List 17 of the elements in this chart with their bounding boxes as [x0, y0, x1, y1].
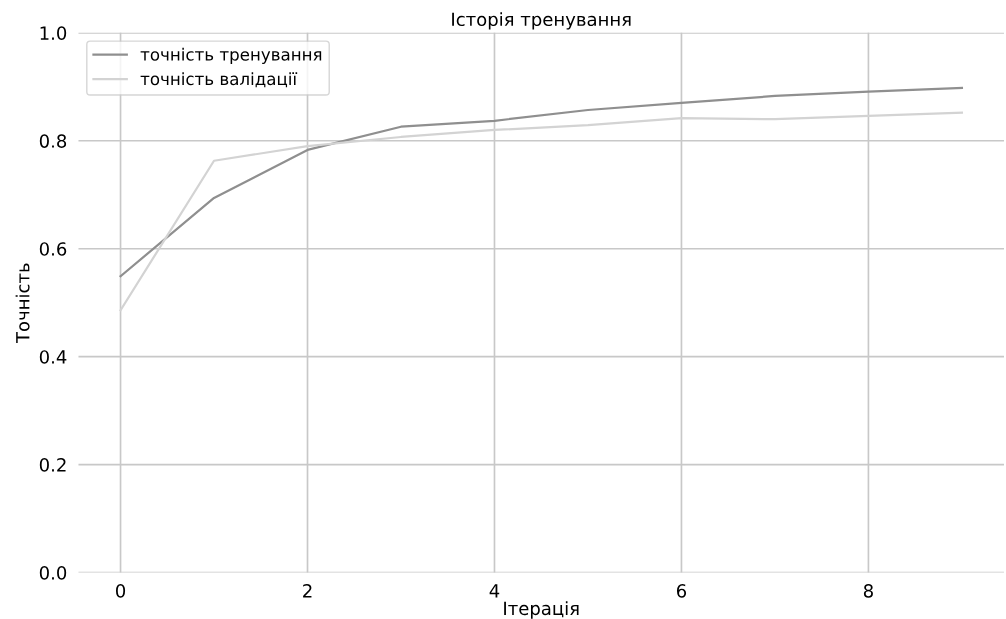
- x-tick-label: 2: [303, 584, 312, 598]
- legend-label: точність валідації: [140, 72, 298, 88]
- y-tick-label: 0.4: [39, 350, 67, 364]
- y-axis-title: Точність: [15, 263, 30, 344]
- y-tick-label: 0.6: [39, 242, 67, 256]
- x-tick-label: 0: [115, 584, 126, 598]
- line-series: [119, 86, 964, 278]
- chart-title: Історія тренування: [452, 12, 631, 30]
- x-tick-label: 4: [489, 584, 500, 598]
- y-tick-label: 1.0: [40, 26, 67, 40]
- x-axis-title: Ітерація: [504, 601, 579, 619]
- x-tick-label: 6: [676, 584, 687, 598]
- legend-label: точність тренування: [140, 47, 322, 64]
- y-tick-label: 0.0: [39, 566, 67, 580]
- x-tick-label: 8: [863, 584, 873, 598]
- y-tick-label: 0.8: [39, 134, 67, 148]
- y-tick-label: 0.2: [39, 458, 66, 472]
